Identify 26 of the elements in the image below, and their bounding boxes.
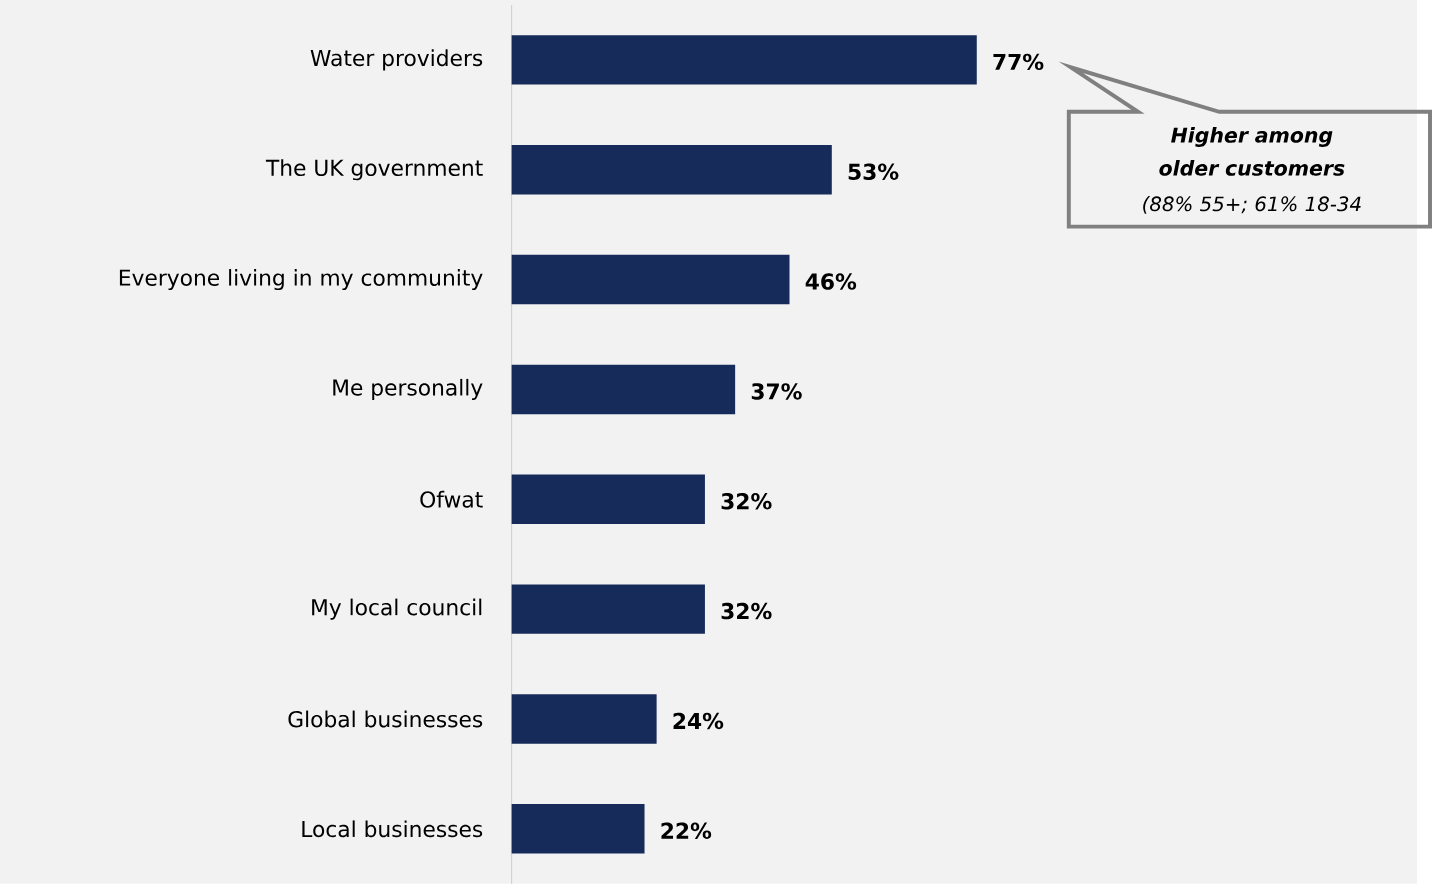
- y-tick-label: Global businesses: [288, 710, 483, 728]
- bar: [511, 364, 736, 414]
- bar: [511, 474, 705, 524]
- data-label: 46%: [805, 273, 857, 290]
- bar: [511, 144, 832, 195]
- bar: [511, 803, 645, 854]
- bar: [511, 254, 790, 305]
- data-label: 77%: [993, 53, 1044, 70]
- data-label: 24%: [673, 712, 724, 729]
- y-tick-label: The UK government: [265, 159, 483, 181]
- y-tick-label: Me personally: [333, 378, 483, 400]
- bar: [511, 34, 977, 85]
- bar: [511, 694, 657, 744]
- data-label: 22%: [661, 822, 712, 839]
- data-label: 32%: [721, 492, 772, 510]
- text: Higher among older customers: [1159, 126, 1345, 176]
- y-tick-label: Water providers: [310, 49, 483, 71]
- y-tick-label: Ofwat: [420, 490, 483, 508]
- y-tick-label: Everyone living in my community: [119, 268, 483, 290]
- text: (88% 55+; 61% 18-34: [1143, 195, 1361, 214]
- bar: [511, 584, 705, 634]
- data-label: 53%: [848, 163, 899, 180]
- y-tick-label: Local businesses: [302, 820, 483, 838]
- data-label: 37%: [751, 382, 802, 400]
- data-label: 32%: [721, 602, 772, 620]
- y-tick-label: My local council: [312, 598, 482, 620]
